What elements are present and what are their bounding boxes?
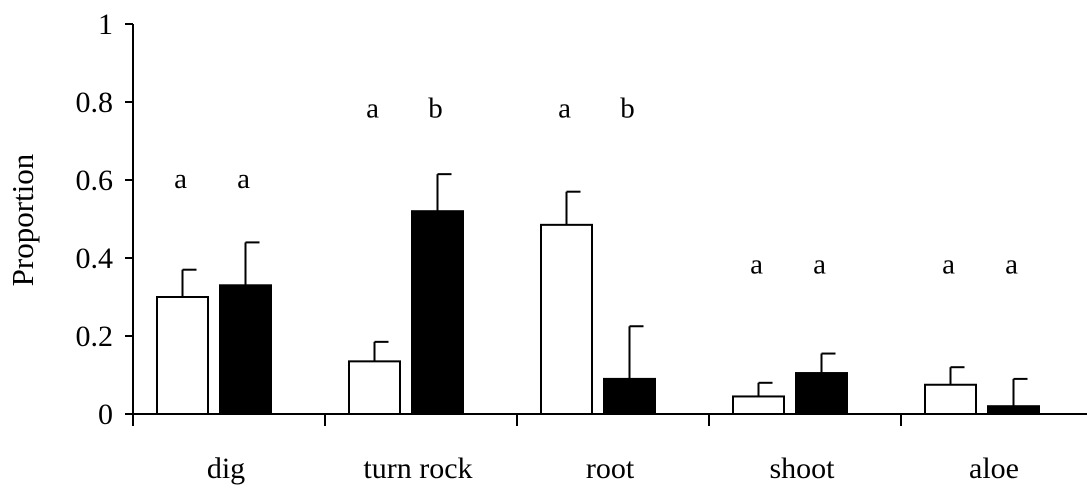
y-tick-label: 0.8 — [76, 86, 114, 119]
significance-letter: a — [366, 93, 379, 125]
significance-letter: b — [620, 93, 635, 125]
significance-letter: a — [1005, 249, 1018, 281]
category-labels: dig turn rock root shoot aloe — [207, 452, 1019, 485]
significance-letter: a — [237, 163, 250, 195]
bar-filled-turn-rock — [411, 210, 464, 415]
significance-letter: a — [942, 249, 955, 281]
significance-labels: a a a b a b a a a a — [174, 93, 1018, 281]
y-tick-label: 0.4 — [76, 242, 114, 275]
category-label: aloe — [969, 452, 1019, 485]
x-axis — [132, 413, 1087, 426]
y-tick-label: 0.6 — [76, 164, 114, 197]
bar-filled-root — [603, 377, 656, 415]
significance-letter: b — [428, 93, 443, 125]
bar-open-dig — [156, 296, 209, 415]
significance-letter: a — [174, 163, 187, 195]
bar-filled-dig — [219, 284, 272, 415]
bar-open-turn-rock — [348, 360, 401, 416]
y-tick-label: 0 — [98, 398, 113, 431]
category-label: shoot — [769, 452, 835, 485]
y-tick-label: 0.2 — [76, 320, 114, 353]
significance-letter: a — [558, 93, 571, 125]
bar-filled-aloe — [987, 405, 1040, 416]
bar-open-aloe — [924, 383, 977, 415]
significance-letter: a — [750, 249, 763, 281]
bars — [156, 210, 1040, 416]
significance-letter: a — [813, 249, 826, 281]
category-label: root — [586, 452, 635, 485]
error-bars — [181, 173, 1028, 407]
category-label: turn rock — [363, 452, 472, 485]
y-axis-title: Proportion — [5, 153, 40, 286]
bar-filled-shoot — [795, 372, 848, 415]
bar-open-root — [540, 223, 593, 415]
bar-open-shoot — [732, 395, 785, 416]
category-label: dig — [207, 452, 245, 485]
y-tick-label: 1 — [98, 8, 113, 41]
y-axis: 0 0.2 0.4 0.6 0.8 1 — [76, 8, 134, 431]
